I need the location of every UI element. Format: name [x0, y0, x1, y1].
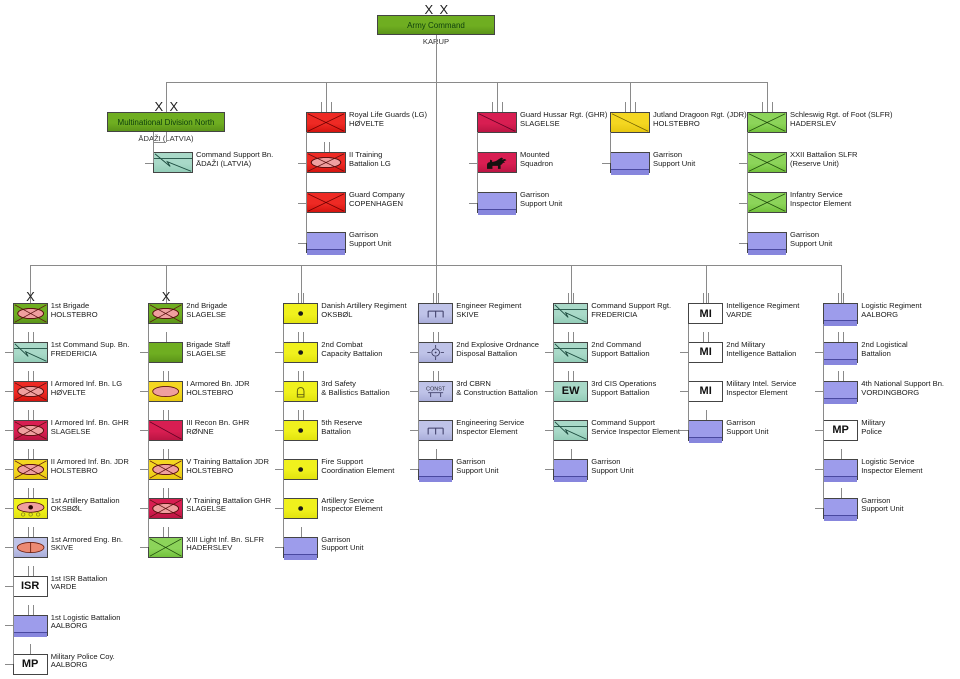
- svg-text:CONST: CONST: [426, 387, 446, 393]
